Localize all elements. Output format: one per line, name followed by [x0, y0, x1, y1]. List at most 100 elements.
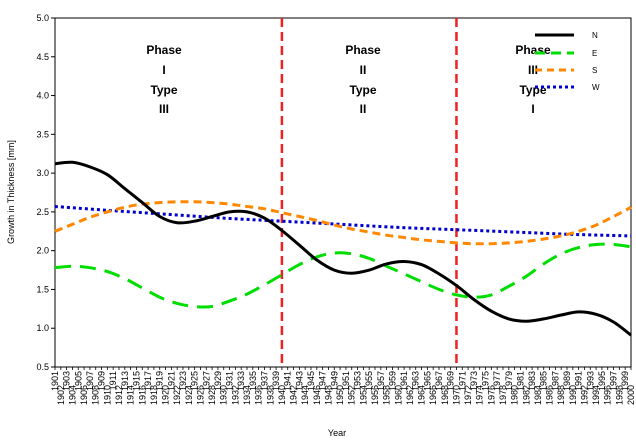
- x-tick-label: 1951: [341, 371, 351, 391]
- x-tick-label: 1936: [254, 385, 264, 405]
- x-tick-label: 1950: [335, 385, 345, 405]
- x-tick-label: 1960: [393, 385, 403, 405]
- phase-label-line4: III: [159, 102, 169, 116]
- y-tick-label: 3.5: [36, 129, 49, 139]
- x-tick-label: 1981: [515, 371, 525, 391]
- x-tick-label: 1926: [195, 385, 205, 405]
- x-tick-label: 1999: [620, 371, 630, 391]
- x-tick-label: 1942: [289, 385, 299, 405]
- x-tick-label: 1977: [492, 371, 502, 391]
- x-tick-label: 1917: [143, 371, 153, 391]
- y-tick-label: 4.0: [36, 91, 49, 101]
- phase-label-group: Phase I Type III: [146, 43, 182, 116]
- x-tick-label: 1952: [347, 385, 357, 405]
- x-tick-label: 1927: [201, 371, 211, 391]
- x-tick-label: 1955: [364, 371, 374, 391]
- x-tick-label: 1974: [475, 385, 485, 405]
- y-axis-label: Growth in Thickness [mm]: [6, 140, 16, 244]
- x-tick-label: 1915: [131, 371, 141, 391]
- x-tick-label: 1953: [353, 371, 363, 391]
- phase-label-line3: Type: [150, 83, 177, 97]
- x-tick-label: 1920: [161, 385, 171, 405]
- x-tick-label: 1969: [446, 371, 456, 391]
- x-tick-label: 1939: [271, 371, 281, 391]
- x-tick-label: 1907: [85, 371, 95, 391]
- x-tick-label: 1962: [405, 385, 415, 405]
- phase-label-line2: III: [528, 63, 538, 77]
- phase-label-line4: II: [360, 102, 367, 116]
- y-tick-label: 3.0: [36, 168, 49, 178]
- x-tick-label: 1923: [178, 371, 188, 391]
- y-tick-label: 1.0: [36, 323, 49, 333]
- phase-label-group: Phase III Type I: [515, 43, 551, 116]
- x-tick-label: 1998: [614, 385, 624, 405]
- x-tick-label: 1916: [137, 385, 147, 405]
- x-tick-label: 1914: [126, 385, 136, 405]
- phase-label-line3: Type: [519, 83, 546, 97]
- series-line-e: [54, 242, 632, 309]
- x-tick-label: 1957: [376, 371, 386, 391]
- x-tick-label: 1971: [457, 371, 467, 391]
- x-tick-label: 1968: [440, 385, 450, 405]
- x-tick-label: 1928: [207, 385, 217, 405]
- phase-label-line2: II: [360, 63, 367, 77]
- x-tick-label: 1935: [248, 371, 258, 391]
- x-tick-label: 1930: [219, 385, 229, 405]
- legend-label-s: S: [592, 66, 597, 75]
- x-tick-label: 1992: [579, 385, 589, 405]
- x-tick-label: 1925: [190, 371, 200, 391]
- phase-label-line4: I: [531, 102, 534, 116]
- y-tick-label: 2.5: [36, 207, 49, 217]
- x-tick-label: 1993: [585, 371, 595, 391]
- x-tick-label: 1987: [550, 371, 560, 391]
- x-tick-label: 1965: [422, 371, 432, 391]
- x-tick-label: 1976: [486, 385, 496, 405]
- x-tick-label: 1948: [323, 385, 333, 405]
- x-tick-label: 1954: [358, 385, 368, 405]
- x-tick-label: 1940: [277, 385, 287, 405]
- legend-label-n: N: [592, 31, 598, 40]
- x-tick-label: 1906: [79, 385, 89, 405]
- x-tick-label: 1929: [213, 371, 223, 391]
- y-tick-label: 2.0: [36, 246, 49, 256]
- x-tick-label: 1943: [294, 371, 304, 391]
- x-tick-label: 1973: [469, 371, 479, 391]
- x-tick-label: 1959: [387, 371, 397, 391]
- y-tick-label: 0.5: [36, 362, 49, 372]
- x-tick-label: 1912: [114, 385, 124, 405]
- phase-labels: Phase I Type III Phase II Type II Phase III Type I: [146, 43, 551, 116]
- x-tick-label: 1978: [498, 385, 508, 405]
- x-tick-label: 1991: [574, 371, 584, 391]
- x-tick-label: 1986: [545, 385, 555, 405]
- x-tick-label: 1975: [481, 371, 491, 391]
- x-tick-label: 1979: [504, 371, 514, 391]
- x-tick-label: 1956: [370, 385, 380, 405]
- x-tick-label: 1938: [265, 385, 275, 405]
- x-tick-label: 1985: [539, 371, 549, 391]
- x-tick-label: 1982: [521, 385, 531, 405]
- phase-label-line3: Type: [349, 83, 376, 97]
- x-tick-label: 1967: [434, 371, 444, 391]
- x-tick-label: 1988: [556, 385, 566, 405]
- x-tick-label: 1949: [329, 371, 339, 391]
- x-axis-label: Year: [328, 428, 346, 438]
- x-tick-label: 1937: [259, 371, 269, 391]
- legend-label-w: W: [592, 83, 600, 92]
- x-tick-label: 1972: [463, 385, 473, 405]
- axes: 0.51.01.52.02.53.03.54.04.55.01901190219…: [36, 13, 636, 405]
- x-tick-label: 1958: [382, 385, 392, 405]
- x-tick-label: 1919: [155, 371, 165, 391]
- x-tick-label: 1922: [172, 385, 182, 405]
- y-tick-label: 1.5: [36, 284, 49, 294]
- x-tick-label: 1913: [120, 371, 130, 391]
- x-tick-label: 1941: [283, 371, 293, 391]
- x-tick-label: 1966: [428, 385, 438, 405]
- x-tick-label: 1918: [149, 385, 159, 405]
- x-tick-label: 1908: [91, 385, 101, 405]
- x-tick-label: 1933: [236, 371, 246, 391]
- x-tick-label: 2000: [626, 385, 636, 405]
- phase-boundaries: [280, 18, 458, 367]
- x-tick-label: 1904: [67, 385, 77, 405]
- x-tick-label: 1961: [399, 371, 409, 391]
